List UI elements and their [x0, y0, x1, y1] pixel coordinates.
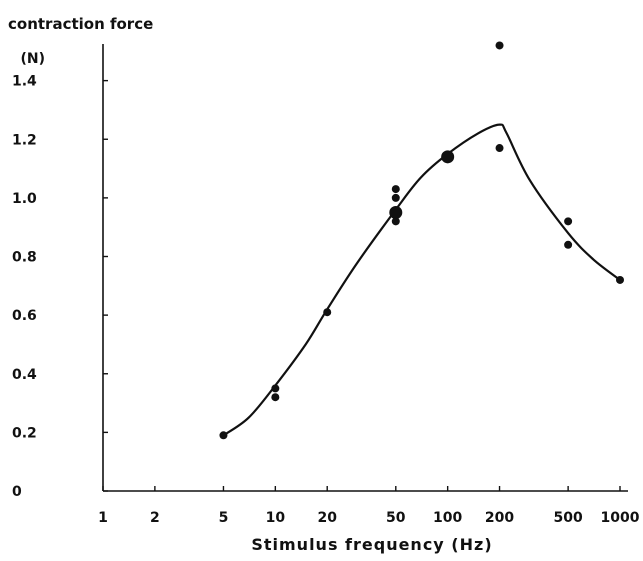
y-ticks: 0 0.2 0.4 0.6 0.8 1.0 1.2 1.4: [12, 74, 108, 500]
y-tick-label: 1.0: [12, 191, 37, 207]
y-tick-label: 1.4: [12, 74, 37, 90]
x-tick-label: 1: [98, 510, 108, 526]
x-tick-label: 2: [150, 510, 160, 526]
y-tick-label: 1.2: [12, 132, 37, 148]
data-point: [391, 217, 400, 226]
y-axis-label: contraction force: [8, 15, 153, 33]
data-point: [564, 217, 573, 226]
y-tick-label: 0.4: [12, 367, 37, 383]
data-point: [323, 308, 332, 317]
data-point: [391, 193, 400, 202]
y-tick-label: 0.8: [12, 250, 37, 266]
x-tick-label: 5: [219, 510, 229, 526]
data-point: [564, 240, 573, 249]
x-tick-label: 100: [433, 510, 462, 526]
x-tick-label: 200: [485, 510, 514, 526]
x-tick-label: 500: [554, 510, 583, 526]
x-ticks: 1 2 5 10 20 50 100 200 500 1000: [98, 486, 640, 526]
x-tick-label: 50: [386, 510, 406, 526]
y-tick-label: 0.6: [12, 308, 37, 324]
y-tick-label: 0.2: [12, 425, 37, 441]
data-point-mean: [389, 206, 403, 220]
x-tick-label: 20: [317, 510, 337, 526]
x-axis-label: Stimulus frequency (Hz): [251, 535, 492, 554]
data-point: [271, 384, 280, 393]
data-point: [271, 393, 280, 402]
data-points: [219, 41, 624, 440]
fit-curve: [222, 123, 621, 437]
data-point: [391, 185, 400, 194]
x-tick-label: 10: [266, 510, 286, 526]
y-tick-label: 0: [12, 484, 22, 500]
x-tick-label: 1000: [601, 510, 640, 526]
data-point-mean: [441, 150, 455, 164]
data-point: [495, 144, 504, 153]
data-point: [219, 431, 228, 440]
data-point: [616, 275, 624, 284]
y-axis-unit: (N): [20, 51, 45, 67]
data-point: [495, 41, 504, 50]
